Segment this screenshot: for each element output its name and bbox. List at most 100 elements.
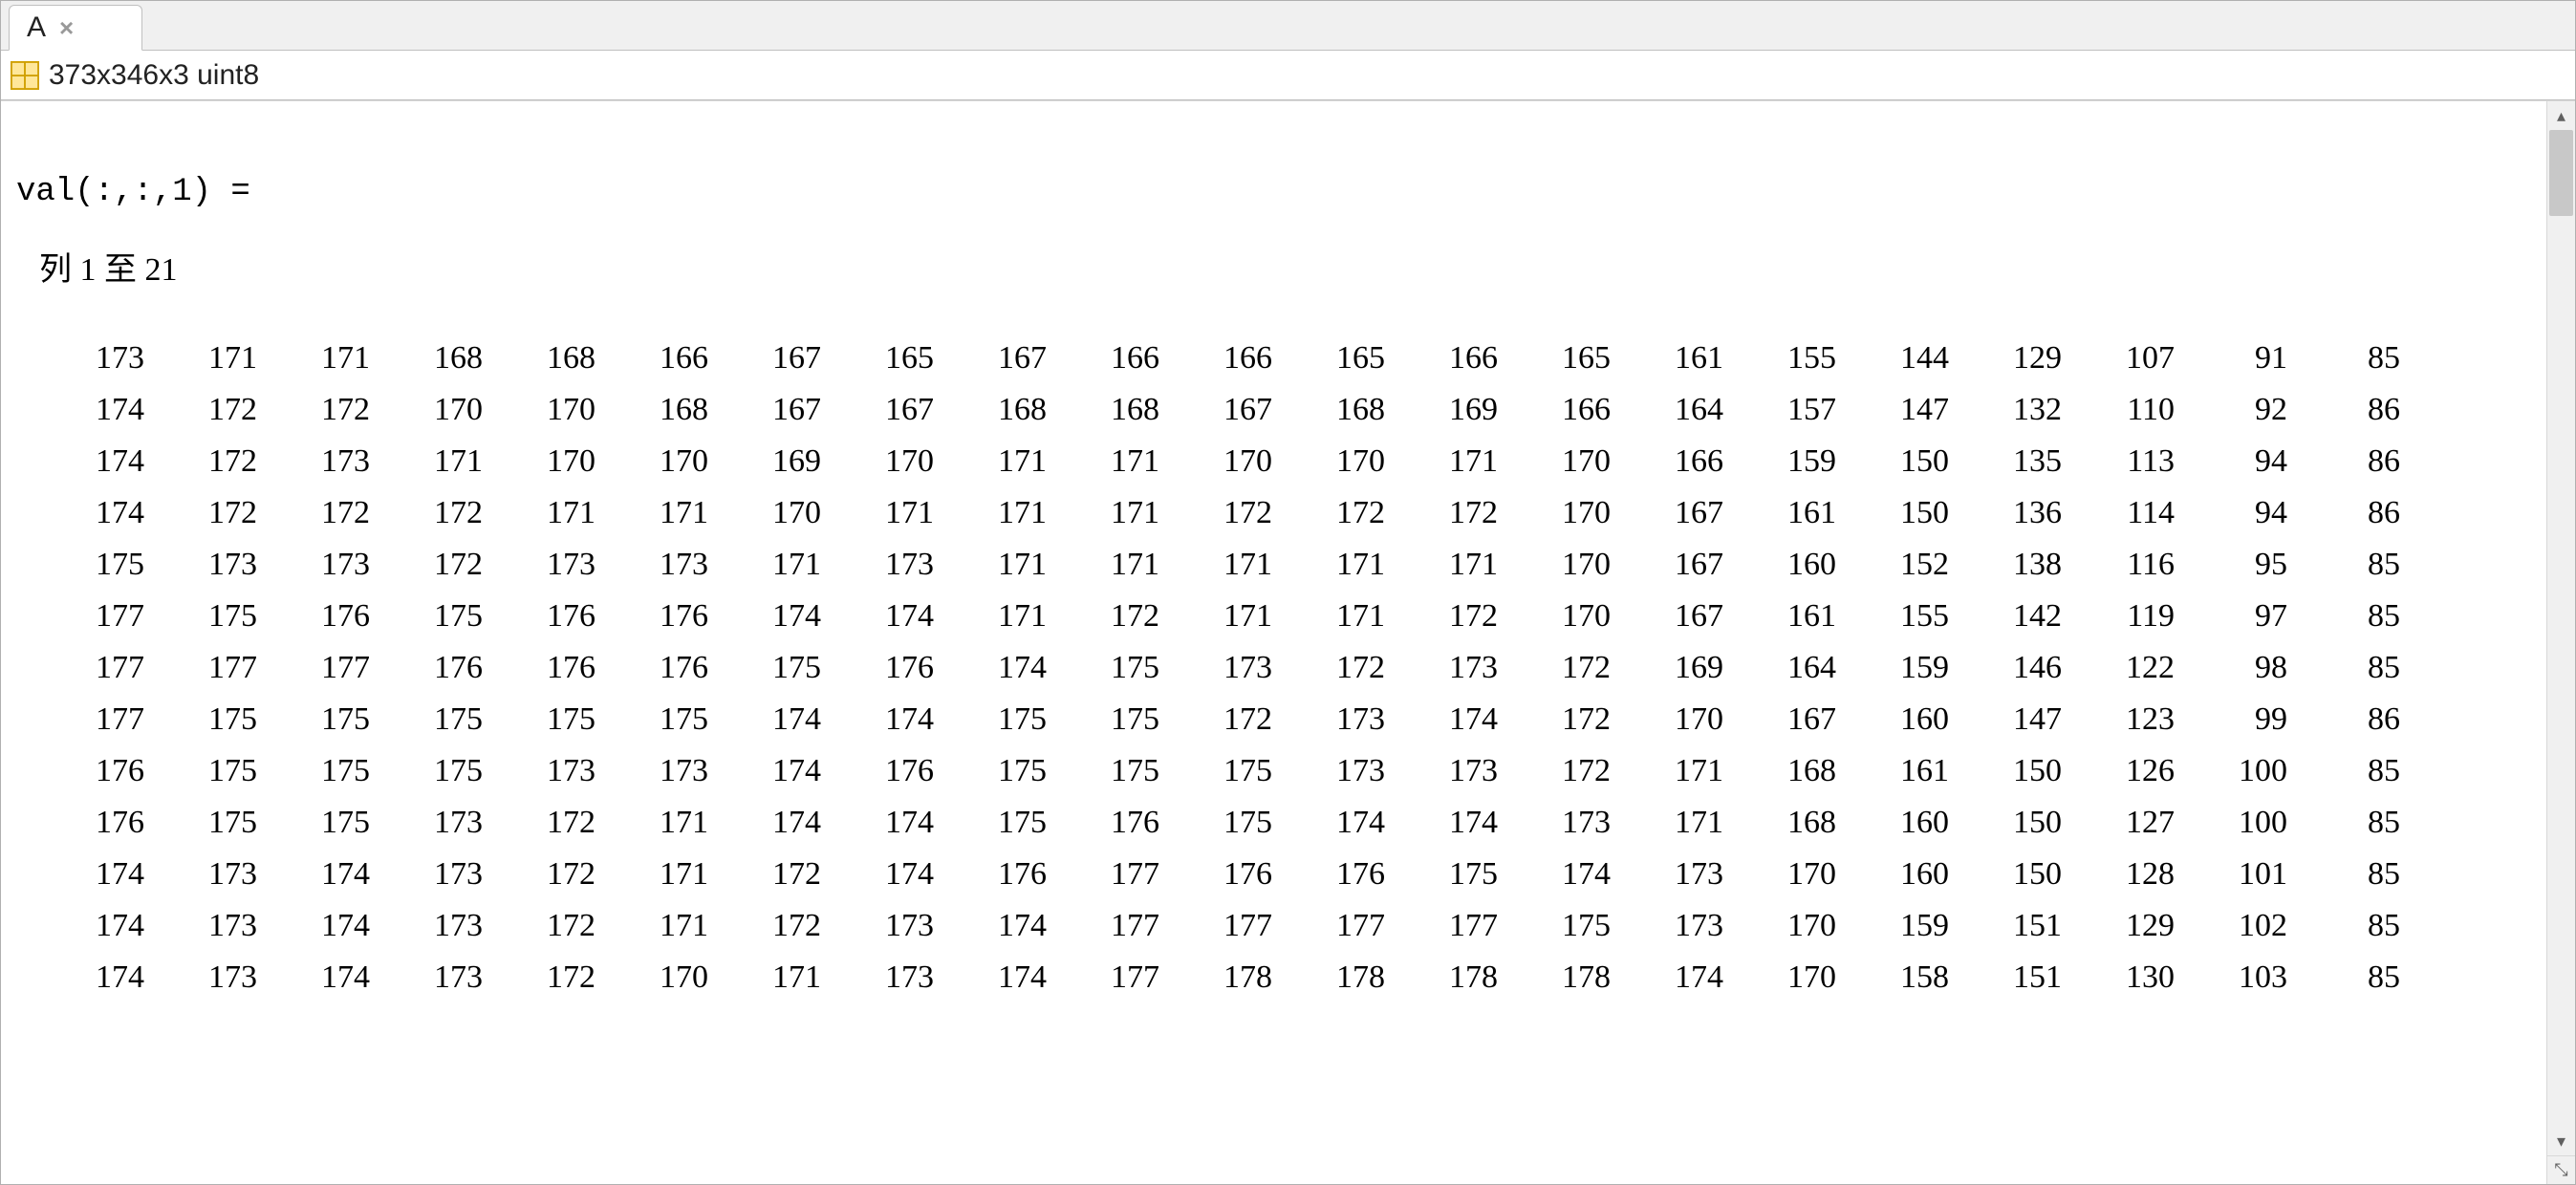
matrix-cell[interactable]: 167: [716, 384, 829, 436]
matrix-cell[interactable]: 172: [152, 384, 265, 436]
matrix-cell[interactable]: 172: [1393, 487, 1505, 539]
matrix-cell[interactable]: 178: [1280, 952, 1393, 1003]
matrix-cell[interactable]: 169: [1393, 384, 1505, 436]
matrix-cell[interactable]: 176: [1280, 849, 1393, 900]
matrix-cell[interactable]: 171: [1054, 436, 1167, 487]
matrix-cell[interactable]: 175: [942, 797, 1054, 849]
matrix-cell[interactable]: 85: [2295, 745, 2408, 797]
matrix-cell[interactable]: 177: [39, 591, 152, 642]
matrix-cell[interactable]: 95: [2182, 539, 2295, 591]
matrix-cell[interactable]: 173: [490, 745, 603, 797]
matrix-cell[interactable]: 100: [2182, 797, 2295, 849]
matrix-cell[interactable]: 166: [1618, 436, 1731, 487]
matrix-cell[interactable]: 175: [490, 694, 603, 745]
matrix-cell[interactable]: 173: [1280, 745, 1393, 797]
matrix-cell[interactable]: 174: [716, 797, 829, 849]
matrix-cell[interactable]: 175: [265, 797, 378, 849]
matrix-cell[interactable]: 160: [1844, 797, 1957, 849]
matrix-cell[interactable]: 171: [1280, 539, 1393, 591]
matrix-cell[interactable]: 170: [1167, 436, 1280, 487]
matrix-cell[interactable]: 174: [829, 694, 942, 745]
tab-a[interactable]: A ×: [9, 5, 142, 51]
matrix-cell[interactable]: 172: [378, 539, 490, 591]
matrix-cell[interactable]: 170: [1618, 694, 1731, 745]
matrix-cell[interactable]: 157: [1731, 384, 1844, 436]
matrix-cell[interactable]: 173: [829, 952, 942, 1003]
matrix-cell[interactable]: 161: [1844, 745, 1957, 797]
matrix-cell[interactable]: 176: [378, 642, 490, 694]
vertical-scrollbar[interactable]: ▴ ▾: [2546, 101, 2575, 1155]
matrix-cell[interactable]: 177: [1054, 900, 1167, 952]
matrix-cell[interactable]: 168: [1054, 384, 1167, 436]
matrix-cell[interactable]: 171: [603, 797, 716, 849]
matrix-cell[interactable]: 171: [490, 487, 603, 539]
matrix-cell[interactable]: 166: [1393, 333, 1505, 384]
matrix-cell[interactable]: 171: [716, 952, 829, 1003]
matrix-cell[interactable]: 171: [1393, 436, 1505, 487]
matrix-cell[interactable]: 174: [829, 849, 942, 900]
matrix-cell[interactable]: 94: [2182, 436, 2295, 487]
matrix-cell[interactable]: 129: [1957, 333, 2069, 384]
matrix-cell[interactable]: 173: [1505, 797, 1618, 849]
matrix-cell[interactable]: 173: [265, 436, 378, 487]
scroll-thumb[interactable]: [2549, 130, 2573, 216]
matrix-cell[interactable]: 172: [1280, 487, 1393, 539]
matrix-cell[interactable]: 171: [603, 900, 716, 952]
matrix-cell[interactable]: 170: [1505, 487, 1618, 539]
matrix-cell[interactable]: 167: [1731, 694, 1844, 745]
matrix-cell[interactable]: 147: [1957, 694, 2069, 745]
matrix-cell[interactable]: 160: [1844, 694, 1957, 745]
matrix-cell[interactable]: 171: [1167, 539, 1280, 591]
matrix-cell[interactable]: 176: [1167, 849, 1280, 900]
matrix-cell[interactable]: 150: [1957, 849, 2069, 900]
matrix-cell[interactable]: 166: [1167, 333, 1280, 384]
matrix-cell[interactable]: 168: [490, 333, 603, 384]
matrix-cell[interactable]: 169: [716, 436, 829, 487]
matrix-cell[interactable]: 147: [1844, 384, 1957, 436]
matrix-cell[interactable]: 97: [2182, 591, 2295, 642]
matrix-cell[interactable]: 177: [39, 694, 152, 745]
matrix-cell[interactable]: 100: [2182, 745, 2295, 797]
matrix-cell[interactable]: 171: [942, 591, 1054, 642]
matrix-cell[interactable]: 171: [1280, 591, 1393, 642]
matrix-cell[interactable]: 177: [265, 642, 378, 694]
matrix-cell[interactable]: 166: [1054, 333, 1167, 384]
matrix-cell[interactable]: 171: [716, 539, 829, 591]
matrix-cell[interactable]: 158: [1844, 952, 1957, 1003]
matrix-cell[interactable]: 170: [1731, 952, 1844, 1003]
matrix-cell[interactable]: 167: [829, 384, 942, 436]
matrix-cell[interactable]: 171: [942, 539, 1054, 591]
matrix-cell[interactable]: 168: [1280, 384, 1393, 436]
matrix-cell[interactable]: 172: [1167, 694, 1280, 745]
matrix-cell[interactable]: 159: [1844, 900, 1957, 952]
matrix-cell[interactable]: 172: [1167, 487, 1280, 539]
matrix-cell[interactable]: 150: [1844, 436, 1957, 487]
matrix-cell[interactable]: 168: [1731, 745, 1844, 797]
matrix-cell[interactable]: 176: [39, 745, 152, 797]
matrix-cell[interactable]: 110: [2069, 384, 2182, 436]
matrix-cell[interactable]: 175: [1167, 797, 1280, 849]
matrix-cell[interactable]: 150: [1957, 797, 2069, 849]
matrix-cell[interactable]: 164: [1618, 384, 1731, 436]
matrix-cell[interactable]: 172: [1393, 591, 1505, 642]
matrix-cell[interactable]: 174: [265, 900, 378, 952]
matrix-cell[interactable]: 91: [2182, 333, 2295, 384]
matrix-cell[interactable]: 171: [265, 333, 378, 384]
matrix-cell[interactable]: 175: [1054, 745, 1167, 797]
matrix-cell[interactable]: 129: [2069, 900, 2182, 952]
matrix-cell[interactable]: 171: [1167, 591, 1280, 642]
matrix-cell[interactable]: 103: [2182, 952, 2295, 1003]
matrix-cell[interactable]: 171: [152, 333, 265, 384]
matrix-cell[interactable]: 167: [1618, 539, 1731, 591]
matrix-cell[interactable]: 161: [1618, 333, 1731, 384]
matrix-cell[interactable]: 171: [1618, 745, 1731, 797]
resize-corner-icon[interactable]: ⤡: [2546, 1155, 2575, 1184]
matrix-cell[interactable]: 171: [603, 849, 716, 900]
matrix-cell[interactable]: 85: [2295, 539, 2408, 591]
matrix-cell[interactable]: 168: [1731, 797, 1844, 849]
matrix-cell[interactable]: 173: [39, 333, 152, 384]
matrix-cell[interactable]: 173: [378, 849, 490, 900]
matrix-cell[interactable]: 136: [1957, 487, 2069, 539]
matrix-cell[interactable]: 174: [1280, 797, 1393, 849]
matrix-cell[interactable]: 85: [2295, 333, 2408, 384]
